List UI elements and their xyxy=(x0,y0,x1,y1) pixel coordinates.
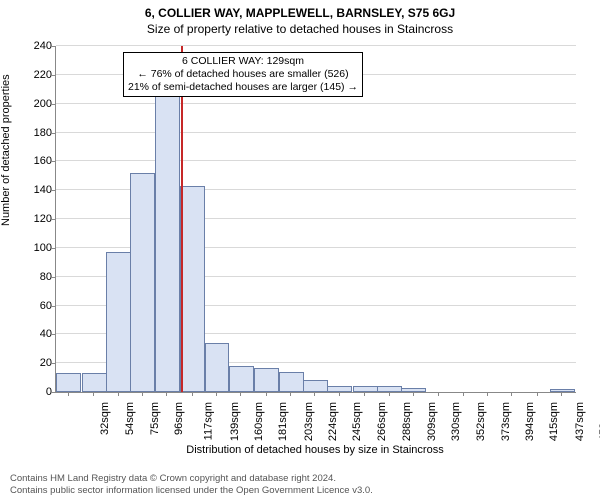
x-tick-label: 75sqm xyxy=(149,402,161,435)
y-tick-mark xyxy=(51,161,55,162)
x-tick-label: 415sqm xyxy=(548,402,560,441)
x-tick-mark xyxy=(511,392,512,396)
x-tick-mark xyxy=(240,392,241,396)
x-tick-label: 54sqm xyxy=(124,402,136,435)
reference-line xyxy=(181,46,183,392)
x-tick-mark xyxy=(364,392,365,396)
x-tick-mark xyxy=(413,392,414,396)
x-tick-label: 330sqm xyxy=(450,402,462,441)
x-tick-label: 203sqm xyxy=(303,402,315,441)
chart-container: 6, COLLIER WAY, MAPPLEWELL, BARNSLEY, S7… xyxy=(0,0,600,500)
annotation-line-3: 21% of semi-detached houses are larger (… xyxy=(128,81,358,94)
y-tick-label: 180 xyxy=(22,127,52,139)
x-tick-mark xyxy=(93,392,94,396)
x-tick-mark xyxy=(216,392,217,396)
y-tick-label: 120 xyxy=(22,213,52,225)
x-tick-label: 352sqm xyxy=(475,402,487,441)
x-tick-label: 394sqm xyxy=(524,402,536,441)
histogram-bar xyxy=(130,173,155,392)
y-tick-mark xyxy=(51,392,55,393)
annotation-line-1: 6 COLLIER WAY: 129sqm xyxy=(128,55,358,68)
x-tick-label: 160sqm xyxy=(253,402,265,441)
histogram-bar xyxy=(82,373,107,392)
grid-line xyxy=(56,132,576,133)
histogram-bar xyxy=(254,368,279,393)
x-tick-label: 181sqm xyxy=(277,402,289,441)
x-tick-label: 245sqm xyxy=(352,402,364,441)
y-tick-mark xyxy=(51,277,55,278)
histogram-bar xyxy=(303,380,328,392)
histogram-bar xyxy=(229,366,254,392)
footer-line-2: Contains public sector information licen… xyxy=(10,485,373,496)
y-tick-mark xyxy=(51,75,55,76)
x-tick-mark xyxy=(118,392,119,396)
x-tick-label: 32sqm xyxy=(99,402,111,435)
annotation-box: 6 COLLIER WAY: 129sqm ← 76% of detached … xyxy=(123,52,363,97)
y-tick-mark xyxy=(51,104,55,105)
x-tick-mark xyxy=(438,392,439,396)
histogram-bar xyxy=(155,85,180,392)
y-tick-mark xyxy=(51,133,55,134)
x-tick-label: 373sqm xyxy=(500,402,512,441)
y-tick-mark xyxy=(51,306,55,307)
y-tick-mark xyxy=(51,363,55,364)
x-tick-mark xyxy=(487,392,488,396)
y-tick-mark xyxy=(51,46,55,47)
y-tick-label: 0 xyxy=(22,386,52,398)
y-tick-label: 240 xyxy=(22,40,52,52)
x-tick-label: 288sqm xyxy=(401,402,413,441)
footer: Contains HM Land Registry data © Crown c… xyxy=(10,473,373,496)
x-tick-mark xyxy=(192,392,193,396)
y-tick-label: 20 xyxy=(22,357,52,369)
y-tick-label: 60 xyxy=(22,300,52,312)
y-tick-mark xyxy=(51,190,55,191)
x-tick-label: 309sqm xyxy=(426,402,438,441)
grid-line xyxy=(56,103,576,104)
title-sub: Size of property relative to detached ho… xyxy=(0,20,600,36)
y-tick-label: 40 xyxy=(22,328,52,340)
x-tick-mark xyxy=(314,392,315,396)
x-tick-mark xyxy=(290,392,291,396)
annotation-line-2: ← 76% of detached houses are smaller (52… xyxy=(128,68,358,81)
y-tick-mark xyxy=(51,248,55,249)
footer-line-1: Contains HM Land Registry data © Crown c… xyxy=(10,473,373,484)
x-tick-mark xyxy=(463,392,464,396)
histogram-bar xyxy=(205,343,230,392)
y-tick-label: 220 xyxy=(22,69,52,81)
y-tick-label: 100 xyxy=(22,242,52,254)
x-tick-label: 117sqm xyxy=(203,402,215,440)
x-tick-mark xyxy=(561,392,562,396)
histogram-bar xyxy=(106,252,131,392)
grid-line xyxy=(56,45,576,46)
x-tick-mark xyxy=(339,392,340,396)
x-tick-mark xyxy=(266,392,267,396)
x-tick-label: 96sqm xyxy=(173,402,185,435)
plot-area xyxy=(55,46,576,393)
y-tick-mark xyxy=(51,219,55,220)
x-tick-label: 224sqm xyxy=(327,402,339,441)
x-tick-label: 139sqm xyxy=(229,402,241,441)
x-tick-label: 266sqm xyxy=(376,402,388,441)
x-tick-label: 437sqm xyxy=(574,402,586,441)
x-tick-mark xyxy=(68,392,69,396)
y-tick-label: 80 xyxy=(22,271,52,283)
y-tick-label: 160 xyxy=(22,155,52,167)
x-tick-mark xyxy=(389,392,390,396)
y-axis-label: Number of detached properties xyxy=(0,74,12,226)
histogram-bar xyxy=(180,186,205,392)
x-axis-label: Distribution of detached houses by size … xyxy=(55,444,575,456)
title-main: 6, COLLIER WAY, MAPPLEWELL, BARNSLEY, S7… xyxy=(0,0,600,20)
y-tick-mark xyxy=(51,334,55,335)
x-tick-mark xyxy=(537,392,538,396)
y-tick-label: 200 xyxy=(22,98,52,110)
x-tick-mark xyxy=(142,392,143,396)
y-tick-label: 140 xyxy=(22,184,52,196)
x-tick-mark xyxy=(166,392,167,396)
grid-line xyxy=(56,160,576,161)
histogram-bar xyxy=(56,373,81,392)
histogram-bar xyxy=(279,372,304,392)
